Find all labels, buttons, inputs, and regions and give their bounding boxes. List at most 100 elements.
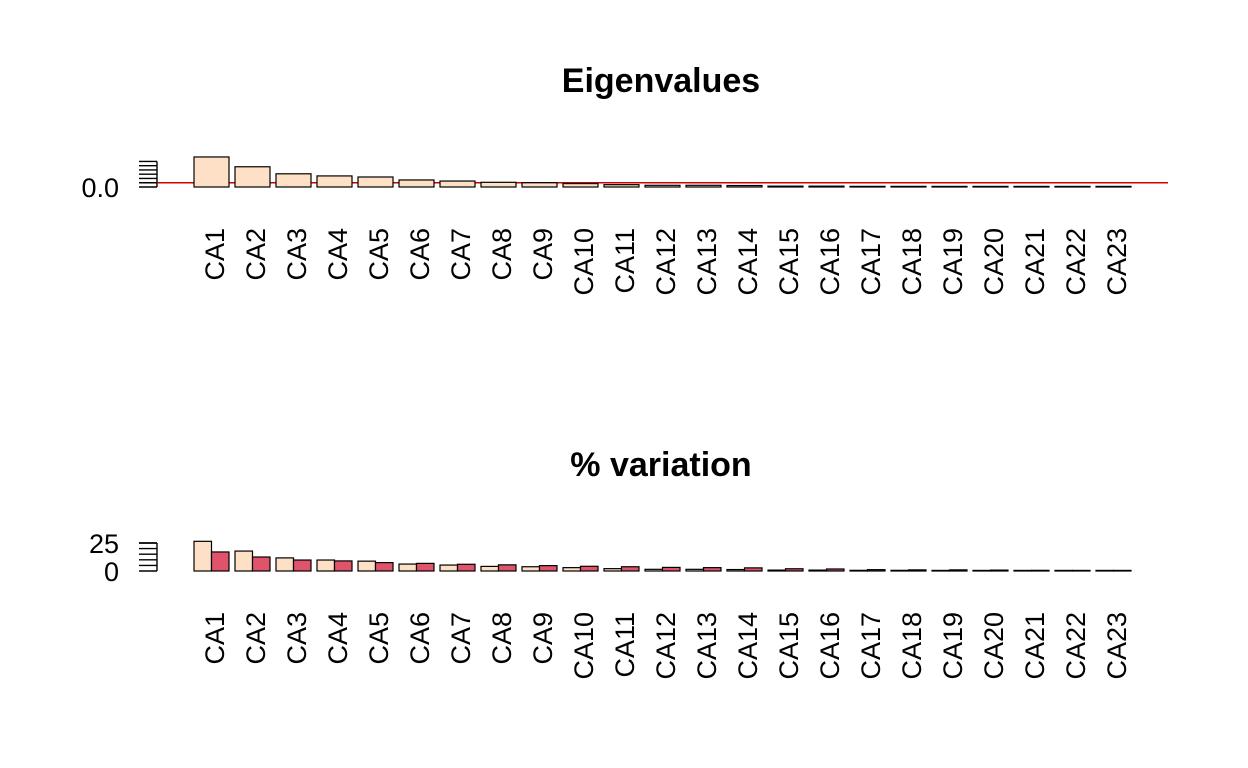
category-label-ca5: CA5 [364, 612, 394, 665]
bar-ca10-s1 [579, 565, 599, 572]
bar-ca19 [931, 185, 968, 188]
bar-ca16 [808, 185, 845, 188]
category-label-ca6: CA6 [405, 228, 435, 281]
category-label-ca3: CA3 [282, 612, 312, 665]
bar-ca21-s1 [1030, 569, 1050, 572]
bar-ca11-s0 [603, 568, 623, 572]
bar-ca2-s0 [234, 550, 254, 572]
category-label-ca8: CA8 [487, 228, 517, 281]
category-label-ca17: CA17 [856, 612, 886, 680]
bar-ca10 [562, 182, 599, 188]
category-label-ca18: CA18 [897, 612, 927, 680]
category-label-ca21: CA21 [1020, 612, 1050, 680]
bar-ca4-s1 [333, 560, 353, 572]
bar-ca20-s1 [989, 569, 1009, 572]
bar-ca12-s1 [661, 566, 681, 572]
category-label-ca4: CA4 [323, 228, 353, 281]
category-label-ca13: CA13 [692, 612, 722, 680]
category-label-ca21: CA21 [1020, 228, 1050, 296]
category-label-ca15: CA15 [774, 612, 804, 680]
category-label-ca11: CA11 [610, 228, 640, 294]
eigenvalues-bars [193, 156, 1132, 188]
category-label-ca22: CA22 [1061, 612, 1091, 680]
category-label-ca8: CA8 [487, 612, 517, 665]
bar-ca20-s0 [972, 569, 992, 572]
category-label-ca23: CA23 [1102, 228, 1132, 296]
bar-ca4 [316, 175, 353, 188]
bar-ca13 [685, 184, 722, 188]
variation-panel: % variation 250 CA1 CA2 CA3 CA4 CA5 CA6 CA7 CA8… [89, 446, 1132, 680]
bar-ca5-s1 [374, 561, 394, 572]
category-label-ca1: CA1 [200, 612, 230, 665]
eigenvalues-panel: Eigenvalues 0.0 CA1 CA2 CA3 CA4 CA5 CA6 CA7 CA8… [81, 62, 1168, 296]
bar-ca2-s1 [251, 556, 271, 572]
category-label-ca12: CA12 [651, 228, 681, 296]
bar-ca9-s1 [538, 565, 558, 572]
bar-ca2 [234, 166, 271, 188]
category-label-ca1: CA1 [200, 228, 230, 281]
bar-ca3-s0 [275, 557, 295, 572]
category-label-ca11: CA11 [610, 612, 640, 678]
bar-ca8-s1 [497, 564, 517, 572]
bar-ca8 [480, 181, 517, 188]
category-label-ca16: CA16 [815, 228, 845, 296]
variation-title: % variation [570, 446, 751, 484]
bar-ca17-s0 [849, 569, 869, 572]
category-label-ca16: CA16 [815, 612, 845, 680]
category-label-ca14: CA14 [733, 228, 763, 296]
bar-ca17-s1 [866, 569, 886, 572]
category-label-ca5: CA5 [364, 228, 394, 281]
category-label-ca15: CA15 [774, 228, 804, 296]
bar-ca9-s0 [521, 566, 541, 572]
bar-ca16-s1 [825, 568, 845, 572]
bar-ca7 [439, 180, 476, 188]
category-label-ca22: CA22 [1061, 228, 1091, 296]
bar-ca6-s1 [415, 562, 435, 572]
category-label-ca4: CA4 [323, 612, 353, 665]
category-label-ca9: CA9 [528, 612, 558, 665]
bar-ca14-s0 [726, 568, 746, 572]
y-tick-label: 0.0 [81, 173, 119, 203]
bar-ca12 [644, 184, 681, 188]
bar-ca18-s0 [890, 569, 910, 572]
category-label-ca2: CA2 [241, 612, 271, 665]
bar-ca3-s1 [292, 559, 312, 572]
category-label-ca7: CA7 [446, 612, 476, 665]
bar-ca19-s1 [948, 569, 968, 572]
bar-ca16-s0 [808, 569, 828, 572]
eigenvalues-category-labels: CA1 CA2 CA3 CA4 CA5 CA6 CA7 CA8 CA9 CA10 CA11 CA12 C… [200, 228, 1132, 296]
bar-ca1-s1 [210, 551, 230, 572]
bar-ca11 [603, 184, 640, 188]
bar-ca20 [972, 185, 1009, 188]
bar-ca23-s0 [1095, 569, 1115, 572]
bar-ca7-s1 [456, 563, 476, 572]
bar-ca22 [1054, 185, 1091, 188]
bar-ca10-s0 [562, 567, 582, 572]
category-label-ca10: CA10 [569, 612, 599, 680]
bar-ca12-s0 [644, 568, 664, 572]
bar-ca14-s1 [743, 567, 763, 572]
bar-ca15-s0 [767, 569, 787, 572]
bar-ca21-s0 [1013, 569, 1033, 572]
category-label-ca23: CA23 [1102, 612, 1132, 680]
y-tick-label: 0 [104, 557, 119, 587]
bar-ca1-s0 [193, 540, 213, 572]
y-tick-label: 25 [89, 529, 119, 559]
category-label-ca20: CA20 [979, 612, 1009, 680]
category-label-ca3: CA3 [282, 228, 312, 281]
bar-ca5 [357, 176, 394, 188]
bar-ca14 [726, 184, 763, 188]
bar-ca22-s0 [1054, 569, 1074, 572]
category-label-ca6: CA6 [405, 612, 435, 665]
category-label-ca17: CA17 [856, 228, 886, 296]
bar-ca23 [1095, 185, 1132, 188]
bar-ca23-s1 [1112, 569, 1132, 572]
category-label-ca19: CA19 [938, 612, 968, 680]
bar-ca13-s0 [685, 568, 705, 572]
category-label-ca20: CA20 [979, 228, 1009, 296]
bar-ca15 [767, 185, 804, 188]
variation-bars [193, 540, 1132, 572]
bar-ca18 [890, 185, 927, 188]
bar-ca22-s1 [1071, 569, 1091, 572]
